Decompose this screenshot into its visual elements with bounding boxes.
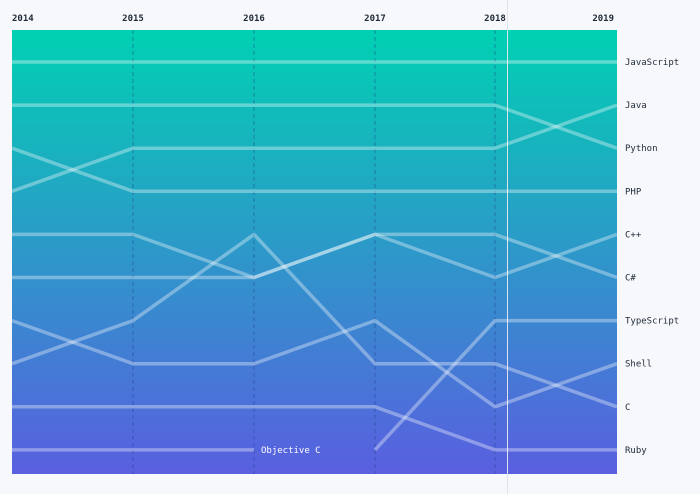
series-label-java: Java <box>625 101 647 111</box>
year-labels: 2014 2015 2016 2017 2018 2019 <box>12 14 614 24</box>
series-label-ruby: Ruby <box>625 446 647 456</box>
year-label-2014: 2014 <box>12 14 34 24</box>
year-label-2017: 2017 <box>364 14 386 24</box>
series-line-c- <box>12 232 618 280</box>
series-label-shell: Shell <box>625 360 652 370</box>
right-panel-divider <box>507 0 508 494</box>
series-line-c- <box>12 232 618 280</box>
plot-background <box>12 30 617 474</box>
series-line-php <box>11 146 617 194</box>
series-line-shell <box>11 318 618 409</box>
series-line-ruby <box>12 405 617 452</box>
series-line-typescript <box>373 318 617 452</box>
grid-layer <box>132 30 496 474</box>
series-label-typescript: TypeScript <box>625 317 679 327</box>
series-end-label-objective-c: Objective C <box>261 446 321 456</box>
year-label-2016: 2016 <box>243 14 265 24</box>
series-lines <box>11 60 618 452</box>
year-label-2015: 2015 <box>122 14 144 24</box>
series-label-javascript: JavaScript <box>625 58 679 68</box>
rank-labels: JavaScript Python Java PHP C# C++ TypeScript Sh… <box>625 58 679 456</box>
series-label-c-: C# <box>625 274 636 284</box>
series-label-python: Python <box>625 144 658 154</box>
series-line-c <box>11 232 618 409</box>
series-label-php: PHP <box>625 187 642 197</box>
series-label-c: C <box>625 403 630 413</box>
series-line-java <box>11 103 618 193</box>
series-line-python <box>12 103 618 150</box>
inline-labels: Objective C <box>261 446 321 456</box>
series-label-c-: C++ <box>625 230 642 240</box>
year-label-2019: 2019 <box>592 14 614 24</box>
year-label-2018: 2018 <box>484 14 506 24</box>
